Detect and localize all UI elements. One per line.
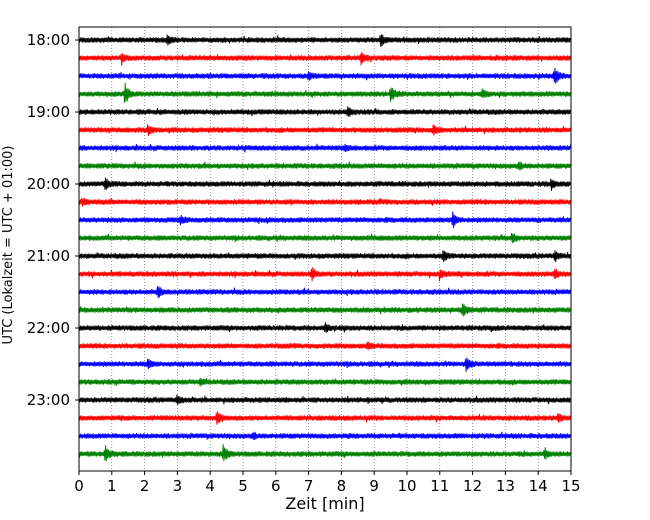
- trace-2245: [78, 377, 571, 387]
- trace-2345: [78, 444, 571, 462]
- trace-2145: [78, 303, 571, 317]
- plot-frame: [78, 26, 572, 472]
- trace-1915: [78, 124, 571, 137]
- seismic-traces: [78, 34, 571, 462]
- trace-2330: [78, 431, 571, 441]
- trace-1815: [78, 51, 571, 66]
- x-axis: 0 1 2 3 4 5 6 7 8 9 10 11 12 13 14 15: [74, 471, 581, 495]
- y-tick-label: 23:00: [27, 391, 70, 409]
- x-tick-label: 4: [205, 477, 215, 495]
- trace-2230: [78, 357, 571, 372]
- trace-2045: [78, 232, 571, 244]
- x-tick-label: 5: [238, 477, 248, 495]
- x-tick-label: 8: [337, 477, 347, 495]
- x-tick-label: 10: [397, 477, 416, 495]
- x-tick-label: 7: [304, 477, 314, 495]
- x-axis-label: Zeit [min]: [285, 494, 364, 513]
- x-tick-label: 3: [173, 477, 183, 495]
- trace-1945: [78, 161, 571, 171]
- x-tick-label: 2: [140, 477, 150, 495]
- y-axis-label: UTC (Lokalzeit = UTC + 01:00): [1, 146, 16, 345]
- x-tick-label: 12: [463, 477, 482, 495]
- x-tick-label: 6: [271, 477, 281, 495]
- trace-1900: [78, 106, 571, 117]
- x-tick-label: 13: [496, 477, 515, 495]
- trace-2115: [78, 267, 571, 282]
- trace-2030: [78, 211, 571, 229]
- y-tick-label: 21:00: [27, 247, 70, 265]
- trace-1845: [78, 82, 571, 103]
- trace-2200: [78, 322, 571, 333]
- x-gridlines: [111, 27, 539, 471]
- x-tick-label: 14: [529, 477, 548, 495]
- x-tick-label: 1: [107, 477, 117, 495]
- x-tick-label: 0: [74, 477, 84, 495]
- y-tick-label: 19:00: [27, 103, 70, 121]
- trace-1930: [78, 143, 571, 153]
- trace-1830: [78, 67, 571, 84]
- trace-2000: [78, 177, 571, 191]
- x-tick-label: 9: [369, 477, 379, 495]
- trace-2300: [78, 394, 571, 406]
- y-tick-label: 22:00: [27, 319, 70, 337]
- trace-2315: [78, 411, 571, 425]
- y-tick-label: 20:00: [27, 175, 70, 193]
- trace-2130: [78, 286, 571, 299]
- y-tick-label: 18:00: [27, 31, 70, 49]
- trace-2015: [78, 197, 571, 207]
- trace-2100: [78, 250, 571, 263]
- x-tick-label: 15: [561, 477, 580, 495]
- x-tick-label: 11: [430, 477, 449, 495]
- trace-2215: [78, 341, 571, 351]
- trace-1800: [78, 34, 571, 47]
- y-axis: 18:00 19:00 20:00 21:00 22:00 23:00: [27, 31, 79, 409]
